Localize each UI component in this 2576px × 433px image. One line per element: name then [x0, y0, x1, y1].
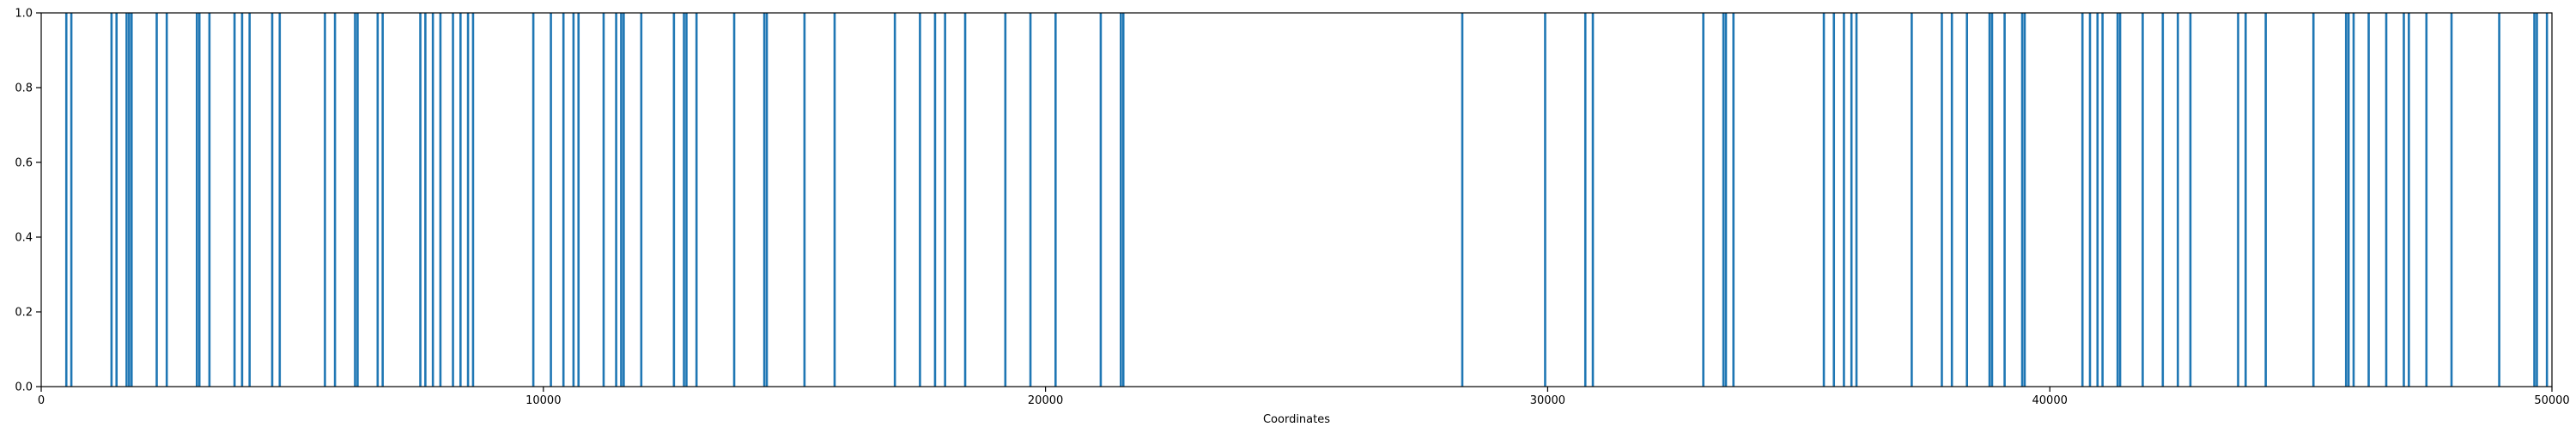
x-tick-label: 40000	[2032, 394, 2068, 407]
y-tick-label: 1.0	[15, 8, 33, 21]
x-tick-label: 20000	[1028, 394, 1063, 407]
y-tick-label: 0.8	[15, 82, 33, 95]
plot-area	[40, 12, 2553, 387]
y-tick-label: 0.6	[15, 157, 33, 170]
plot-frame	[40, 12, 2553, 387]
y-tick-label: 0.2	[15, 307, 33, 320]
x-tick-label: 30000	[1530, 394, 1565, 407]
bars-layer	[64, 13, 2549, 387]
x-tick-label: 50000	[2534, 394, 2569, 407]
y-axis: 0.0 0.2 0.4 0.6 0.8 1.0	[15, 8, 41, 394]
x-tick-label: 0	[38, 394, 45, 407]
x-axis-label: Coordinates	[1263, 413, 1330, 426]
x-axis: 0 10000 20000 30000 40000 50000	[38, 387, 2570, 407]
y-tick-label: 0.0	[15, 381, 33, 394]
y-tick-label: 0.4	[15, 232, 33, 245]
x-tick-label: 10000	[526, 394, 561, 407]
